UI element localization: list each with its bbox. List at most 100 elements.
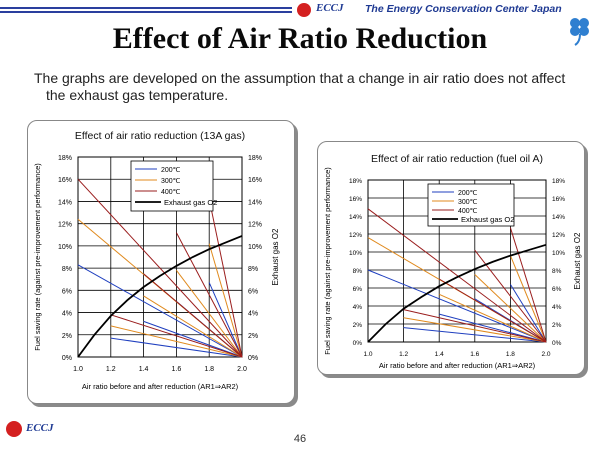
y-tick-label: 4% <box>353 304 363 311</box>
series-line-o2 <box>77 235 243 358</box>
series-line-c400 <box>474 249 547 343</box>
y2-tick-label: 14% <box>552 214 565 221</box>
series-line-c300 <box>110 325 243 358</box>
series-line-c200 <box>403 327 547 343</box>
series-line-c300 <box>509 255 547 343</box>
y-tick-label: 2% <box>353 322 363 329</box>
legend-label: Exhaust gas O2 <box>461 215 514 224</box>
chart-13a-gas: Effect of air ratio reduction (13A gas) 1… <box>33 130 280 391</box>
y2-tick-label: 12% <box>248 222 262 229</box>
y-tick-label: 10% <box>349 250 362 257</box>
y-tick-label: 12% <box>58 222 72 229</box>
header-rule-bottom <box>0 11 292 13</box>
x-tick-label: 1.4 <box>139 366 149 373</box>
series-line-c300 <box>474 274 547 343</box>
legend-label: 300℃ <box>161 178 181 185</box>
series-line-c400 <box>509 227 547 343</box>
y2-tick-label: 4% <box>248 311 258 318</box>
y2-tick-label: 16% <box>248 177 262 184</box>
series-line-c200 <box>208 282 243 358</box>
plot-frame <box>367 179 547 343</box>
y2-tick-label: 2% <box>552 322 562 329</box>
y-axis-label: Fuel saving rate (against pre-improvemen… <box>323 167 332 355</box>
y-tick-label: 8% <box>62 266 72 273</box>
x-axis-label: Air ratio before and after reduction (AR… <box>379 361 536 370</box>
series-line-c200 <box>367 269 547 343</box>
x-tick-label: 2.0 <box>541 351 550 358</box>
chart-fuel-oil-a: Effect of air ratio reduction (fuel oil … <box>323 153 582 370</box>
header-logo-text: ECCJ <box>316 2 344 14</box>
series-line-c200 <box>77 264 243 358</box>
y-tick-label: 18% <box>58 155 72 162</box>
footer-logo-icon <box>6 421 22 437</box>
y2-tick-label: 10% <box>248 244 262 251</box>
legend-label: 300℃ <box>458 199 478 206</box>
x-tick-label: 1.6 <box>470 351 479 358</box>
legend-label: 200℃ <box>161 167 181 174</box>
y-tick-label: 8% <box>353 268 363 275</box>
y-tick-label: 16% <box>349 196 362 203</box>
plot-frame <box>77 156 243 358</box>
chart-title: Effect of air ratio reduction (13A gas) <box>75 130 245 142</box>
y-tick-label: 10% <box>58 244 72 251</box>
y2-tick-label: 4% <box>552 304 562 311</box>
series-line-c300 <box>438 293 547 343</box>
series-line-c200 <box>143 320 243 358</box>
x-tick-label: 1.6 <box>172 366 182 373</box>
x-tick-label: 1.4 <box>435 351 444 358</box>
x-tick-label: 1.2 <box>106 366 116 373</box>
intro-line-2: the exhaust gas temperature. <box>46 87 229 103</box>
eccj-logo-icon <box>297 3 311 17</box>
y2-axis-label: Exhaust gas O2 <box>573 232 582 289</box>
organization-name: The Energy Conservation Center Japan <box>365 3 562 15</box>
series-line-c400 <box>110 314 243 358</box>
y-tick-label: 12% <box>349 232 362 239</box>
legend-label: 400℃ <box>161 189 181 196</box>
y2-tick-label: 2% <box>248 333 258 340</box>
y2-tick-label: 18% <box>248 155 262 162</box>
series-line-c200 <box>439 313 547 343</box>
chart-title: Effect of air ratio reduction (fuel oil … <box>371 153 543 165</box>
y2-tick-label: 0% <box>248 355 258 362</box>
series-line-c400 <box>403 309 547 343</box>
y-tick-label: 14% <box>58 199 72 206</box>
y2-axis-label: Exhaust gas O2 <box>271 228 280 285</box>
y2-tick-label: 14% <box>248 199 262 206</box>
y-tick-label: 4% <box>62 311 72 318</box>
y2-tick-label: 12% <box>552 232 565 239</box>
series-line-c400 <box>143 273 243 358</box>
header-rule-top <box>0 7 292 9</box>
x-tick-label: 2.0 <box>237 366 247 373</box>
y2-tick-label: 8% <box>552 268 562 275</box>
page-title: Effect of Air Ratio Reduction <box>112 22 488 55</box>
series-line-c300 <box>403 317 547 343</box>
legend-label: 400℃ <box>458 208 478 215</box>
series-line-c200 <box>509 284 547 343</box>
x-tick-label: 1.0 <box>73 366 83 373</box>
y2-tick-label: 18% <box>552 178 565 185</box>
series-line-c400 <box>438 278 547 343</box>
legend-box <box>427 183 515 227</box>
page-number: 46 <box>293 433 307 445</box>
y2-tick-label: 8% <box>248 266 258 273</box>
y-tick-label: 16% <box>58 177 72 184</box>
series-line-c400 <box>77 178 243 358</box>
series-line-c200 <box>110 337 243 358</box>
series-line-c300 <box>208 243 243 358</box>
y2-tick-label: 10% <box>552 250 565 257</box>
clover-icon <box>570 18 589 46</box>
x-tick-label: 1.2 <box>399 351 408 358</box>
y2-tick-label: 16% <box>552 196 565 203</box>
series-line-c300 <box>176 269 243 358</box>
series-line-c400 <box>175 232 243 358</box>
intro-line-1: The graphs are developed on the assumpti… <box>34 70 566 86</box>
legend-label: Exhaust gas O2 <box>164 198 217 207</box>
y-tick-label: 18% <box>349 178 362 185</box>
y-axis-label: Fuel saving rate (against pre-improvemen… <box>33 163 42 351</box>
y-tick-label: 0% <box>62 355 72 362</box>
y-tick-label: 14% <box>349 214 362 221</box>
x-axis-label: Air ratio before and after reduction (AR… <box>82 382 239 391</box>
y2-tick-label: 6% <box>248 288 258 295</box>
series-line-c400 <box>208 199 243 358</box>
y2-tick-label: 0% <box>552 340 562 347</box>
